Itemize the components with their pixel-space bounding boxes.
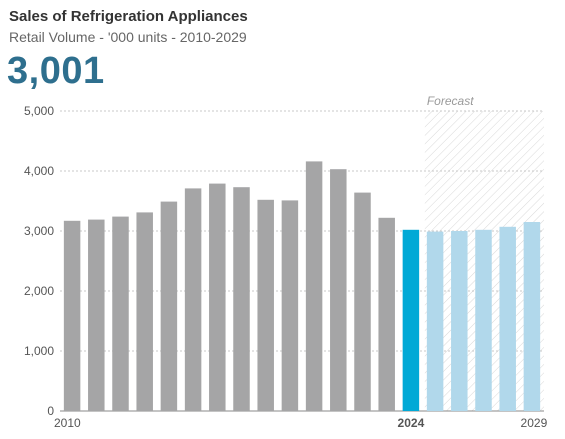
bar-2015 xyxy=(184,188,202,411)
y-tick-label: 4,000 xyxy=(24,164,54,178)
bar-2021 xyxy=(330,169,347,411)
x-tick-label: 2029 xyxy=(521,416,548,430)
y-tick-label: 0 xyxy=(47,404,54,418)
chart-subtitle: Retail Volume - '000 units - 2010-2029 xyxy=(9,29,247,45)
headline-value: 3,001 xyxy=(7,50,105,92)
bar-2017 xyxy=(233,187,250,411)
bar-2010 xyxy=(63,220,81,411)
bar-2020 xyxy=(305,161,323,411)
bar-2026 xyxy=(451,231,468,411)
bar-2024 xyxy=(402,229,420,411)
bar-2028 xyxy=(499,226,516,411)
forecast-label: Forecast xyxy=(427,94,474,108)
bar-2022 xyxy=(354,192,371,411)
y-tick-label: 3,000 xyxy=(24,224,54,238)
bar-2027 xyxy=(475,229,492,411)
bar-2019 xyxy=(281,200,299,411)
bar-2011 xyxy=(88,219,105,411)
x-tick-label: 2010 xyxy=(54,416,81,430)
bar-2012 xyxy=(112,216,129,411)
bar-2016 xyxy=(209,183,226,411)
y-tick-label: 5,000 xyxy=(24,104,54,118)
bar-2025 xyxy=(426,231,444,411)
bar-2013 xyxy=(136,212,153,411)
bar-2018 xyxy=(257,199,274,411)
bar-2029 xyxy=(523,222,541,411)
bar-2014 xyxy=(160,201,178,411)
y-tick-label: 1,000 xyxy=(24,344,54,358)
x-tick-label: 2024 xyxy=(398,416,425,430)
bar-2023 xyxy=(378,217,395,411)
chart-title: Sales of Refrigeration Appliances xyxy=(9,8,248,25)
y-tick-label: 2,000 xyxy=(24,284,54,298)
